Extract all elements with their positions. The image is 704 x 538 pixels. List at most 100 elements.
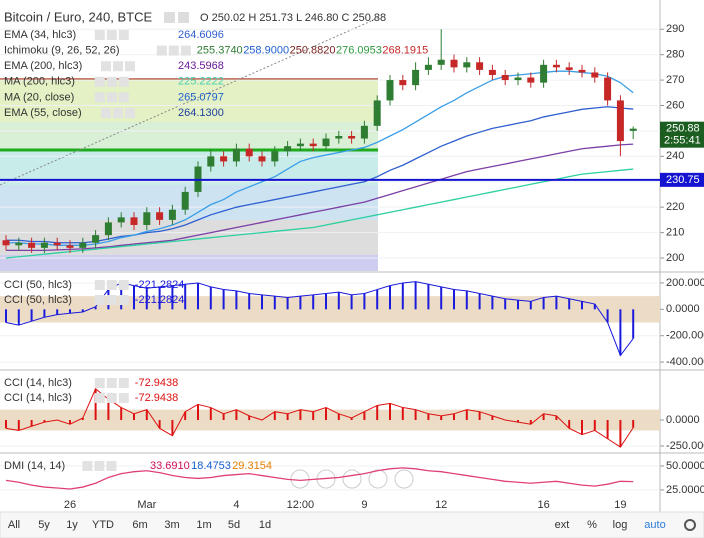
- legend-icon[interactable]: [94, 92, 105, 103]
- legend-icon[interactable]: [94, 280, 105, 290]
- legend-icon[interactable]: [118, 393, 129, 403]
- legend-icon[interactable]: [106, 378, 117, 388]
- option-button[interactable]: %: [587, 519, 597, 531]
- candle-body: [271, 151, 279, 162]
- price-tag: [660, 172, 704, 187]
- price-tag-label: 230.75: [666, 174, 700, 186]
- overlay-line: [6, 70, 634, 246]
- y-tick-label: 200.0000: [666, 277, 704, 289]
- range-button[interactable]: All: [8, 519, 20, 531]
- y-tick-label: 25.0000: [666, 484, 704, 496]
- candle-body: [104, 222, 112, 236]
- nav-button[interactable]: [342, 469, 362, 489]
- x-tick-label: 26: [64, 499, 76, 511]
- legend-value: -72.9438: [135, 392, 178, 404]
- range-button[interactable]: 1m: [196, 519, 211, 531]
- legend-name: CCI (14, hlc3): [4, 377, 72, 389]
- overlay-line: [6, 143, 634, 252]
- candle-body: [143, 212, 151, 225]
- legend-value: 225.2222: [178, 76, 224, 88]
- legend-icon[interactable]: [125, 108, 135, 118]
- candle-body: [501, 74, 509, 81]
- legend-icon[interactable]: [106, 92, 117, 103]
- legend-icon[interactable]: [106, 461, 117, 471]
- candle-body: [53, 242, 61, 246]
- candle-body: [463, 62, 471, 68]
- legend-icon[interactable]: [106, 295, 117, 305]
- range-button[interactable]: YTD: [92, 519, 114, 531]
- legend-icon[interactable]: [180, 45, 191, 56]
- range-button[interactable]: 6m: [132, 519, 147, 531]
- candle-body: [322, 138, 330, 147]
- option-button[interactable]: log: [613, 519, 628, 531]
- icon[interactable]: [178, 12, 189, 23]
- range-button[interactable]: 5d: [228, 519, 240, 531]
- nav-button[interactable]: [368, 469, 388, 489]
- cci-band: [0, 409, 660, 431]
- legend-icon[interactable]: [168, 45, 179, 56]
- legend-icon[interactable]: [156, 45, 167, 56]
- option-button[interactable]: auto: [644, 519, 665, 531]
- legend-value: 29.3154: [232, 460, 272, 472]
- legend-name: MA (200, hlc3): [4, 76, 75, 88]
- settings-icon[interactable]: [684, 519, 696, 531]
- zone: [0, 122, 378, 150]
- legend-icon[interactable]: [106, 393, 117, 403]
- option-button[interactable]: ext: [555, 519, 570, 531]
- candle-body: [156, 212, 164, 220]
- y-tick-label: 220: [666, 201, 684, 213]
- legend-icon[interactable]: [118, 295, 129, 305]
- candle-body: [207, 156, 215, 167]
- nav-button[interactable]: [290, 469, 310, 489]
- candle-body: [130, 217, 138, 225]
- legend-icon[interactable]: [118, 76, 129, 87]
- range-button[interactable]: 1d: [259, 519, 271, 531]
- legend-icon[interactable]: [101, 108, 111, 118]
- legend-icon[interactable]: [94, 461, 105, 471]
- candle-body: [232, 148, 240, 162]
- legend-icon[interactable]: [118, 30, 129, 40]
- icon[interactable]: [164, 12, 175, 23]
- countdown: 2:55:41: [664, 135, 701, 147]
- legend-name: CCI (14, hlc3): [4, 392, 72, 404]
- legend-icon[interactable]: [118, 378, 129, 388]
- candle-body: [66, 245, 74, 248]
- legend-value: 265.0797: [178, 91, 224, 103]
- candle-body: [604, 77, 612, 101]
- legend-icon[interactable]: [101, 61, 111, 72]
- candle-body: [15, 242, 23, 246]
- candle-body: [284, 146, 292, 152]
- legend-icon[interactable]: [94, 378, 105, 388]
- overlay-line: [6, 106, 634, 244]
- range-button[interactable]: 3m: [164, 519, 179, 531]
- candle-body: [527, 77, 535, 83]
- legend-icon[interactable]: [113, 108, 123, 118]
- nav-button[interactable]: [394, 469, 414, 489]
- symbol-title: Bitcoin / Euro, 240, BTCE: [4, 9, 152, 24]
- legend-icon[interactable]: [106, 76, 117, 87]
- range-button[interactable]: 5y: [38, 519, 50, 531]
- legend-icon[interactable]: [106, 30, 117, 40]
- legend-icon[interactable]: [106, 280, 117, 290]
- x-tick-label: 12:00: [287, 499, 315, 511]
- legend-icon[interactable]: [118, 280, 129, 290]
- candle-body: [335, 136, 343, 139]
- candle-body: [168, 209, 176, 220]
- legend-name: CCI (50, hlc3): [4, 279, 72, 291]
- nav-buttons: [290, 469, 414, 489]
- legend-value: 264.6096: [178, 29, 224, 41]
- title-icons: [164, 12, 189, 23]
- legend-icon[interactable]: [94, 393, 105, 403]
- candle-body: [258, 156, 266, 162]
- legend-icon[interactable]: [94, 76, 105, 87]
- legend-icon[interactable]: [125, 61, 135, 72]
- range-button[interactable]: 1y: [66, 519, 78, 531]
- y-tick-label: -200.0000: [666, 330, 704, 342]
- legend-icon[interactable]: [82, 461, 93, 471]
- legend-icon[interactable]: [94, 295, 105, 305]
- legend-icon[interactable]: [113, 61, 123, 72]
- candle-body: [92, 235, 100, 243]
- legend-icon[interactable]: [118, 92, 129, 103]
- legend-icon[interactable]: [94, 30, 105, 40]
- legend-value: 243.5968: [178, 60, 224, 72]
